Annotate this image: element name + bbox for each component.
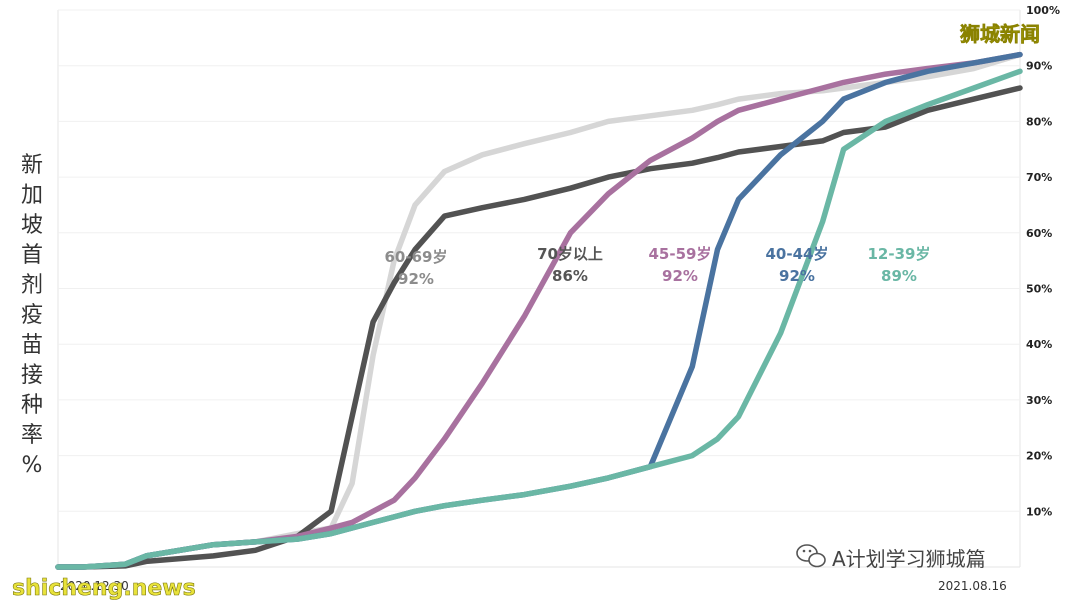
series-value-label: 89% <box>881 267 917 285</box>
y-axis-ticks: 10% 20% 30% 40% 50% 60% 70% 80% 90% 100% <box>1026 4 1060 518</box>
y-axis-label-char: 接 <box>21 363 43 388</box>
x-end-date-label: 2021.08.16 <box>938 579 1007 593</box>
y-axis-label-char: 坡 <box>21 213 43 238</box>
brand-logo-top: 狮城新闻 <box>960 22 1040 46</box>
series-name-label: 12-39岁 <box>868 245 931 263</box>
series-name-label: 70岁以上 <box>537 245 603 263</box>
series-value-label: 92% <box>779 267 815 285</box>
x-start-date-label: 2020.12.30 <box>60 579 129 593</box>
y-axis-label-char: 新 <box>21 153 43 178</box>
y-axis-label-char: 剂 <box>21 273 43 298</box>
y-axis-label-char: 首 <box>21 243 43 268</box>
series-line <box>55 68 1023 570</box>
y-axis-label-char: % <box>22 453 43 478</box>
y-axis-label-char: 率 <box>21 423 43 448</box>
y-tick-label: 100% <box>1026 4 1060 17</box>
brand-logo-bottom: shicheng.news <box>12 576 196 601</box>
watermark-text: A计划学习狮城篇 <box>832 547 986 571</box>
series-name-label: 60-69岁 <box>385 248 448 266</box>
series-value-label: 86% <box>552 267 588 285</box>
y-tick-label: 40% <box>1026 338 1052 351</box>
y-tick-label: 60% <box>1026 227 1052 240</box>
y-tick-label: 50% <box>1026 283 1052 296</box>
y-tick-label: 20% <box>1026 450 1052 463</box>
series-line <box>55 85 1023 570</box>
y-axis-label-char: 种 <box>21 393 43 418</box>
y-axis-label-char: 加 <box>21 183 43 208</box>
y-tick-label: 90% <box>1026 60 1052 73</box>
grid-lines <box>57 9 1021 568</box>
y-axis-label-char: 疫 <box>21 303 43 328</box>
y-tick-label: 70% <box>1026 171 1052 184</box>
y-tick-label: 10% <box>1026 505 1052 518</box>
series-lines <box>55 51 1023 570</box>
series-name-label: 40-44岁 <box>766 245 829 263</box>
series-value-label: 92% <box>398 270 434 288</box>
wechat-icon <box>796 544 826 568</box>
series-name-label: 45-59岁 <box>649 245 712 263</box>
y-tick-label: 80% <box>1026 115 1052 128</box>
y-tick-label: 30% <box>1026 394 1052 407</box>
series-value-label: 92% <box>662 267 698 285</box>
series-labels: 60-69岁 92% 70岁以上 86% 45-59岁 92% 40-44岁 92% 12-39… <box>385 245 931 288</box>
y-axis-label-char: 苗 <box>21 333 43 358</box>
